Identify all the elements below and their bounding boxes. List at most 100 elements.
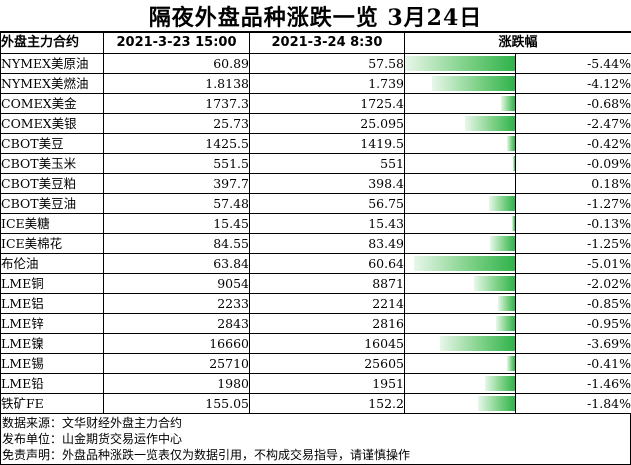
price-day2: 2214: [249, 293, 405, 314]
header-contract: 外盘主力合约: [0, 32, 104, 54]
table-row: ICE美棉花 84.55 83.49 -1.25%: [0, 233, 631, 254]
zero-axis: [515, 394, 516, 413]
price-day2: 83.49: [249, 233, 405, 254]
price-day1: 1980: [103, 373, 250, 394]
table-row: ICE美糖 15.45 15.43 -0.13%: [0, 213, 631, 234]
change-bar-negative: [485, 376, 515, 391]
change-percent: 0.18%: [514, 173, 631, 194]
zero-axis: [515, 354, 516, 373]
change-bar-negative: [501, 96, 515, 111]
change-bar-cell: [404, 353, 516, 374]
contract-name: LME铝: [0, 293, 104, 314]
change-bar-cell: [404, 373, 516, 394]
change-bar-negative: [489, 236, 515, 251]
contract-name: LME铅: [0, 373, 104, 394]
table-row: LME铝 2233 2214 -0.85%: [0, 293, 631, 314]
table-row: LME锡 25710 25605 -0.41%: [0, 353, 631, 374]
header-date-1: 2021-3-23 15:00: [103, 32, 250, 54]
table-row: COMEX美金 1737.3 1725.4 -0.68%: [0, 93, 631, 114]
contract-name: CBOT美豆粕: [0, 173, 104, 194]
sheet-title: 隔夜外盘品种涨跌一览 3月24日: [0, 0, 631, 32]
contract-name: COMEX美银: [0, 113, 104, 134]
zero-axis: [515, 74, 516, 93]
zero-axis: [515, 154, 516, 173]
change-percent: -1.25%: [514, 233, 631, 254]
change-percent: -0.85%: [514, 293, 631, 314]
table-row: CBOT美玉米 551.5 551 -0.09%: [0, 153, 631, 174]
zero-axis: [515, 134, 516, 153]
table-row: LME锌 2843 2816 -0.95%: [0, 313, 631, 334]
change-percent: -0.95%: [514, 313, 631, 334]
price-day2: 16045: [249, 333, 405, 354]
zero-axis: [515, 274, 516, 293]
change-bar-cell: [404, 273, 516, 294]
table-row: 布伦油 63.84 60.64 -5.01%: [0, 253, 631, 274]
change-percent: -4.12%: [514, 73, 631, 94]
zero-axis: [515, 294, 516, 313]
change-bar-negative: [465, 116, 515, 131]
price-day2: 551: [249, 153, 405, 174]
change-bar-cell: [404, 133, 516, 154]
price-day1: 9054: [103, 273, 250, 294]
contract-name: 铁矿FE: [0, 393, 104, 414]
change-bar-negative: [431, 76, 515, 91]
price-day2: 57.58: [249, 53, 405, 74]
contract-name: LME铜: [0, 273, 104, 294]
table-row: CBOT美豆 1425.5 1419.5 -0.42%: [0, 133, 631, 154]
change-percent: -1.84%: [514, 393, 631, 414]
zero-axis: [515, 194, 516, 213]
quote-table: 外盘主力合约 2021-3-23 15:00 2021-3-24 8:30 涨跌…: [0, 32, 631, 414]
contract-name: NYMEX美燃油: [0, 73, 104, 94]
footer-publisher: 发布单位：山金期货交易运作中心: [2, 432, 183, 446]
change-bar-negative: [495, 316, 515, 331]
price-day1: 15.45: [103, 213, 250, 234]
change-percent: -0.68%: [514, 93, 631, 114]
zero-axis: [515, 334, 516, 353]
change-bar-cell: [404, 313, 516, 334]
table-row: COMEX美银 25.73 25.095 -2.47%: [0, 113, 631, 134]
change-percent: -2.02%: [514, 273, 631, 294]
change-bar-negative: [506, 136, 515, 151]
price-day2: 1.739: [249, 73, 405, 94]
price-day1: 63.84: [103, 253, 250, 274]
footer-disclaimer: 免责声明：外盘品种涨跌一览表仅为数据引用，不构成交易指导，请谨慎操作: [2, 448, 411, 462]
price-day1: 84.55: [103, 233, 250, 254]
table-row: LME铅 1980 1951 -1.46%: [0, 373, 631, 394]
change-bar-negative: [474, 276, 515, 291]
change-percent: -1.27%: [514, 193, 631, 214]
change-bar-positive: [515, 176, 516, 191]
change-bar-cell: [404, 193, 516, 214]
change-bar-cell: [404, 173, 516, 194]
change-bar-cell: [404, 113, 516, 134]
change-percent: -2.47%: [514, 113, 631, 134]
zero-axis: [515, 54, 516, 73]
price-day1: 25710: [103, 353, 250, 374]
price-day1: 2233: [103, 293, 250, 314]
price-day1: 25.73: [103, 113, 250, 134]
contract-name: ICE美糖: [0, 213, 104, 234]
contract-name: 布伦油: [0, 253, 104, 274]
price-day1: 155.05: [103, 393, 250, 414]
contract-name: NYMEX美原油: [0, 53, 104, 74]
header-change: 涨跌幅: [403, 32, 631, 54]
table-row: NYMEX美燃油 1.8138 1.739 -4.12%: [0, 73, 631, 94]
contract-name: ICE美棉花: [0, 233, 104, 254]
change-bar-cell: [404, 53, 516, 74]
zero-axis: [515, 174, 516, 193]
change-bar-cell: [404, 73, 516, 94]
contract-name: CBOT美豆油: [0, 193, 104, 214]
header-row: 外盘主力合约 2021-3-23 15:00 2021-3-24 8:30 涨跌…: [0, 32, 631, 54]
change-percent: -0.09%: [514, 153, 631, 174]
contract-name: LME镍: [0, 333, 104, 354]
price-day2: 8871: [249, 273, 405, 294]
contract-name: CBOT美玉米: [0, 153, 104, 174]
change-bar-negative: [489, 196, 515, 211]
price-day1: 397.7: [103, 173, 250, 194]
zero-axis: [515, 94, 516, 113]
contract-name: LME锡: [0, 353, 104, 374]
zero-axis: [515, 234, 516, 253]
change-bar-cell: [404, 333, 516, 354]
contract-name: LME锌: [0, 313, 104, 334]
price-day1: 60.89: [103, 53, 250, 74]
zero-axis: [515, 314, 516, 333]
